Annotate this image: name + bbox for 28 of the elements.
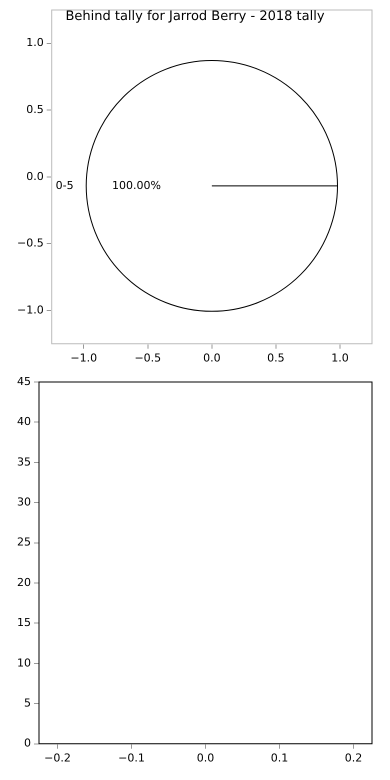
x-tick-label: 1.0 [331,351,349,364]
x-tick-label: −0.5 [134,351,162,364]
y-tick-label: 35 [16,455,31,468]
y-tick-label: 10 [16,656,31,670]
y-tick-label: 30 [16,495,31,508]
chart-title: Behind tally for Jarrod Berry - 2018 tally [64,8,326,26]
y-tick-label: 1.0 [26,36,44,50]
y-tick-label: 0.0 [26,170,44,183]
y-tick-label: 45 [16,374,31,388]
y-tick-label: −1.0 [16,303,44,316]
y-tick-label: 25 [16,536,31,549]
data-label: 100.00% [112,178,161,192]
x-tick-label: 0.2 [344,751,362,764]
y-tick-label: 40 [16,415,31,428]
x-tick-label: 0.0 [196,751,214,764]
x-tick-label: 0.5 [267,351,285,364]
x-tick-label: 0.0 [203,351,221,364]
x-tick-label: 0.1 [270,751,288,764]
x-tick-label: −0.2 [44,751,71,764]
x-tick-label: −1.0 [70,351,98,364]
y-tick-label: 0 [24,736,31,750]
y-tick-label: 20 [16,576,31,589]
y-tick-label: −0.5 [16,236,44,250]
y-tick-label: 15 [16,616,31,630]
x-tick-label: −0.1 [118,751,145,764]
y-tick-label: 0.5 [26,103,44,116]
slice-label: 0-5 [56,178,74,192]
y-tick-label: 5 [24,696,31,710]
